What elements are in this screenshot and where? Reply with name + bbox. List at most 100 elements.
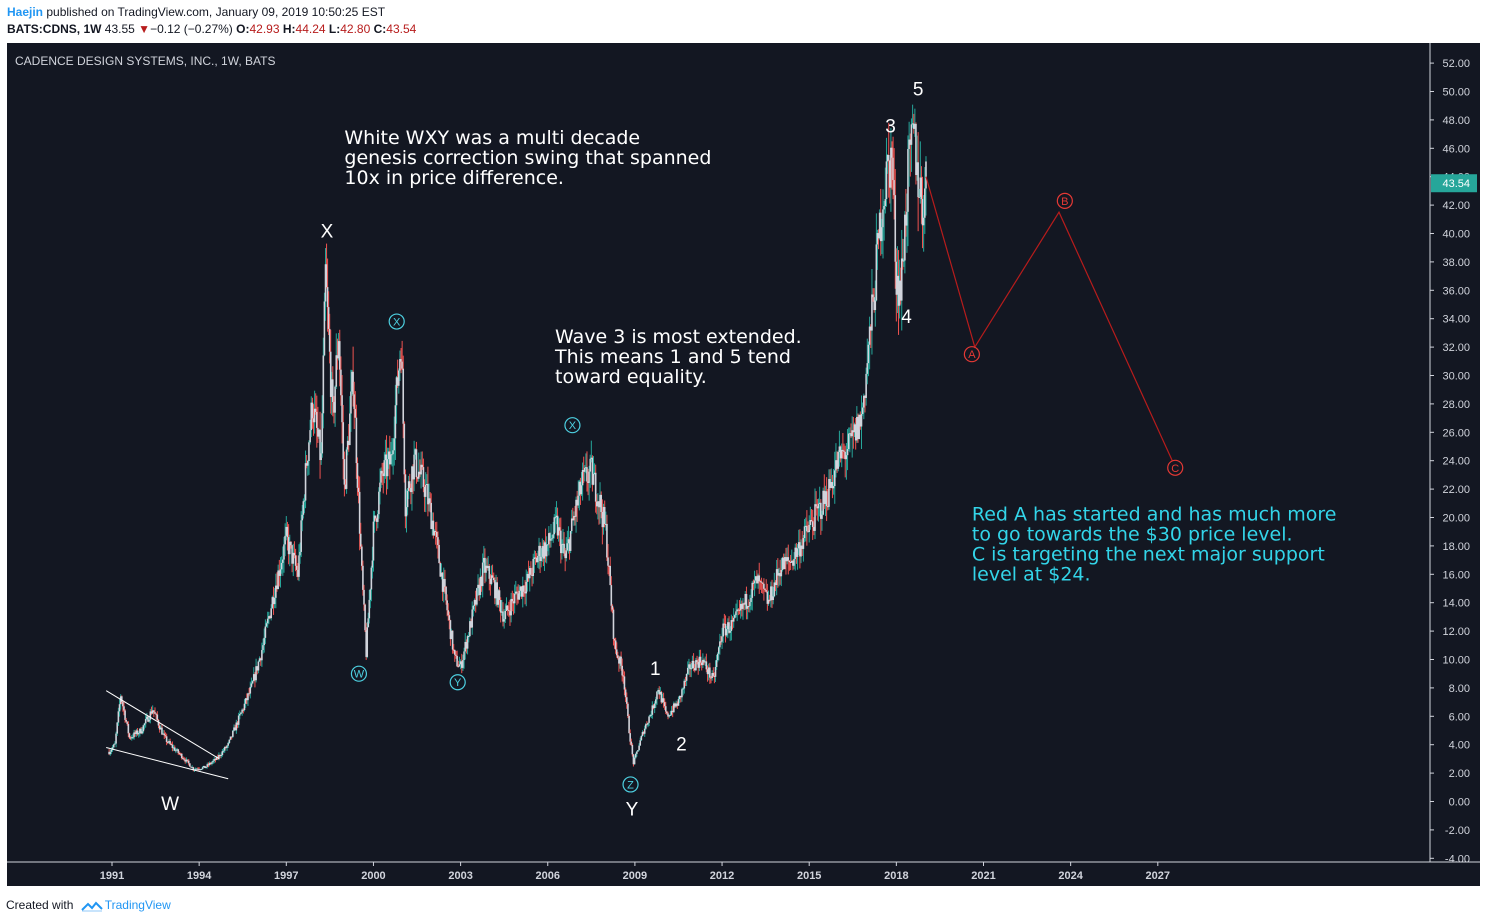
- price-candle-body: [276, 585, 278, 590]
- price-candle-body: [905, 214, 907, 226]
- price-candle-body: [537, 555, 539, 563]
- price-candle-body: [830, 482, 833, 488]
- price-candle-body: [908, 139, 910, 150]
- price-candle-body: [249, 686, 252, 694]
- price-candle-body: [478, 584, 480, 596]
- price-candle-body: [688, 664, 690, 668]
- price-candle-body: [114, 743, 116, 745]
- y-tick-label: 6.00: [1449, 711, 1470, 723]
- price-candle-body: [891, 147, 893, 158]
- price-candle-body: [561, 544, 563, 554]
- price-candle-body: [856, 416, 858, 441]
- price-candle-body: [503, 619, 505, 622]
- price-candle-body: [910, 124, 913, 145]
- price-candle-body: [205, 766, 207, 769]
- price-candle-body: [911, 123, 914, 125]
- price-candle-body: [369, 589, 372, 600]
- price-candle-body: [123, 706, 125, 711]
- annotation-text: Wave 3 is most extended. This means 1 and…: [554, 326, 802, 388]
- price-candle-body: [752, 582, 755, 584]
- price-candle-body: [264, 626, 267, 638]
- price-candle-body: [367, 618, 370, 628]
- price-candle-body: [741, 603, 743, 609]
- price-candle-body: [682, 688, 684, 690]
- price-candle-body: [917, 162, 919, 198]
- price-candle-body: [311, 402, 314, 419]
- price-candle-body: [155, 713, 157, 715]
- price-candle-body: [605, 523, 607, 525]
- y-tick-label: 16.00: [1442, 569, 1470, 581]
- price-candle-body: [431, 520, 434, 530]
- price-candle-body: [435, 531, 438, 538]
- price-candle-body: [621, 665, 623, 676]
- price-candle-body: [525, 581, 528, 594]
- price-candle-body: [627, 703, 629, 717]
- price-candle-body: [872, 294, 874, 298]
- price-candle-body: [544, 542, 547, 557]
- price-candle-body: [328, 328, 331, 352]
- price-candle-body: [575, 499, 577, 517]
- price-candle-body: [200, 768, 203, 770]
- price-candle-body: [576, 499, 578, 506]
- price-candle-body: [586, 467, 588, 482]
- price-candle-body: [906, 211, 908, 226]
- price-candle-body: [820, 502, 822, 519]
- price-candle-body: [924, 188, 926, 218]
- price-candle-body: [734, 615, 736, 618]
- price-candle-body: [235, 722, 238, 731]
- tradingview-link[interactable]: TradingView: [104, 898, 171, 912]
- price-candle-body: [883, 205, 885, 210]
- price-candle-body: [268, 616, 270, 619]
- price-candle-body: [502, 611, 504, 622]
- price-candle-body: [731, 620, 734, 622]
- price-candle-body: [388, 451, 391, 465]
- price-candle-body: [846, 449, 849, 456]
- price-candle-body: [661, 698, 664, 703]
- y-tick-label: 14.00: [1442, 598, 1470, 610]
- price-candle-body: [539, 545, 541, 562]
- price-candle-body: [528, 568, 531, 579]
- price-candle-body: [556, 515, 559, 536]
- price-candle-body: [465, 641, 468, 649]
- price-candle-body: [803, 526, 806, 539]
- price-candle-body: [415, 449, 418, 478]
- price-candle-body: [382, 473, 385, 477]
- price-candle-body: [650, 714, 653, 716]
- price-candle-body: [904, 214, 906, 261]
- price-candle-body: [541, 546, 544, 557]
- price-candle-body: [416, 477, 419, 479]
- price-candle-body: [540, 556, 543, 562]
- price-candle-body: [266, 618, 269, 624]
- y-tick-label: 40.00: [1442, 229, 1470, 241]
- price-candle-body: [298, 555, 300, 577]
- price-candle-body: [259, 658, 262, 661]
- price-candle-body: [359, 533, 362, 547]
- price-candle-body: [903, 260, 905, 262]
- symbol: BATS:CDNS, 1W: [7, 22, 102, 36]
- price-candle-body: [320, 453, 322, 461]
- published-text: published on TradingView.com, January 09…: [46, 5, 386, 19]
- price-candle-body: [263, 637, 266, 646]
- price-candle-body: [244, 698, 247, 704]
- price-candle-body: [451, 630, 454, 650]
- price-candle-body: [685, 673, 688, 681]
- price-candle-body: [591, 457, 594, 485]
- price-candle-body: [240, 712, 242, 715]
- price-candle-body: [285, 526, 288, 536]
- price-candle-body: [412, 466, 414, 480]
- wave-circle-C: [1167, 459, 1184, 476]
- author-link[interactable]: Haejin: [7, 5, 44, 19]
- price-candle-body: [476, 588, 478, 605]
- price-candle-body: [190, 766, 192, 768]
- price-candle-body: [471, 609, 474, 628]
- price-candle-body: [829, 479, 831, 488]
- price-candle-body: [876, 233, 879, 245]
- price-candle-body: [481, 562, 484, 587]
- price-candle-body: [295, 565, 298, 570]
- price-candle-body: [552, 534, 554, 539]
- price-candle-body: [269, 616, 271, 619]
- price-candle-body: [625, 697, 628, 704]
- annotation-line: This means 1 and 5 tend: [554, 346, 791, 368]
- price-candle-body: [871, 294, 873, 331]
